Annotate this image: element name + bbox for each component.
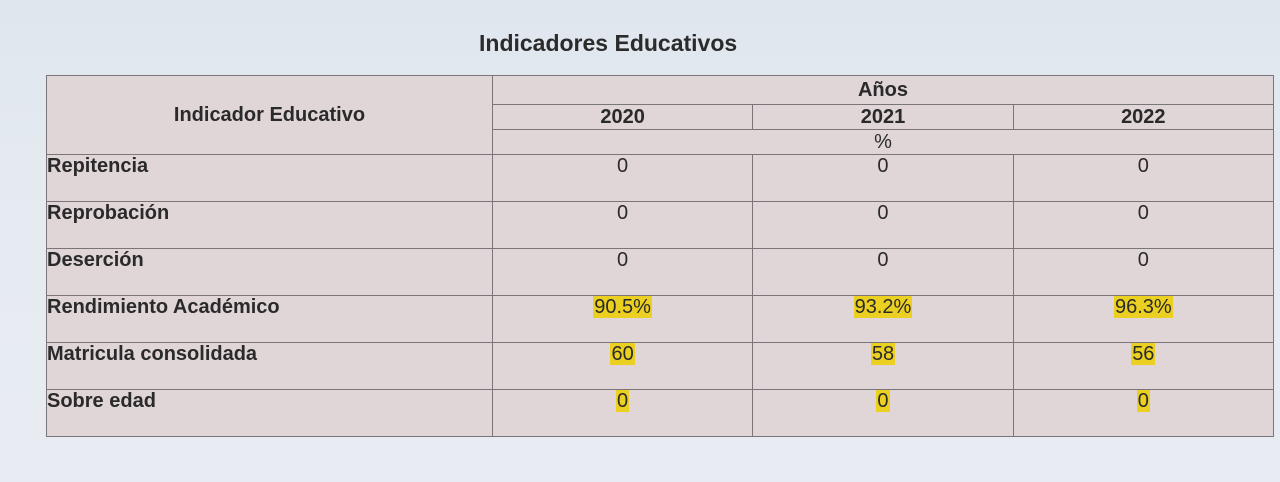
cell-value: 0: [877, 249, 889, 271]
cell-value: 0: [1137, 249, 1149, 271]
years-header: Años: [491, 75, 1275, 105]
table-cell: 0: [1012, 154, 1275, 202]
highlighted-value: 60: [610, 343, 635, 365]
highlighted-value: 56: [1131, 343, 1156, 365]
table-cell: 0: [752, 389, 1014, 437]
highlighted-value: 58: [870, 343, 896, 365]
table-cell: 96.3%: [1012, 295, 1275, 343]
table-row: Sobre edad 0 0 0: [46, 389, 1275, 437]
indicator-column-header: Indicador Educativo: [46, 75, 493, 155]
table-cell: 0: [752, 201, 1014, 249]
table-row: Matricula consolidada 60 58 56: [46, 342, 1275, 390]
row-label: Deserción: [46, 248, 493, 296]
table-cell: 0: [1012, 201, 1275, 249]
table-cell: 56: [1012, 342, 1275, 390]
row-label: Rendimiento Académico: [46, 295, 493, 343]
highlighted-value: 96.3%: [1113, 296, 1173, 318]
table-row: Deserción 0 0 0: [46, 248, 1275, 296]
indicators-table: Indicador Educativo Años 2020 2021 2022 …: [46, 75, 1275, 437]
table-cell: 58: [752, 342, 1014, 390]
table-cell: 0: [1012, 248, 1275, 296]
highlighted-value: 0: [616, 390, 630, 412]
cell-value: 0: [617, 202, 629, 224]
highlighted-value: 0: [1136, 390, 1150, 412]
cell-value: 0: [877, 155, 889, 177]
table-cell: 0: [1012, 389, 1275, 437]
year-header-2022: 2022: [1012, 104, 1275, 130]
cell-value: 0: [1137, 202, 1149, 224]
page-title: Indicadores Educativos: [479, 30, 738, 56]
unit-label: %: [491, 129, 1275, 155]
table-cell: 0: [752, 248, 1014, 296]
table-cell: 60: [491, 342, 754, 390]
cell-value: 0: [877, 202, 889, 224]
year-header-2020: 2020: [491, 104, 754, 130]
table-row: Reprobación 0 0 0: [46, 201, 1275, 249]
year-header-2021: 2021: [752, 104, 1014, 130]
table-cell: 90.5%: [491, 295, 754, 343]
cell-value: 0: [617, 155, 629, 177]
cell-value: 0: [1137, 155, 1149, 177]
row-label: Repitencia: [46, 154, 493, 202]
table-cell: 0: [491, 389, 754, 437]
cell-value: 0: [617, 249, 629, 271]
highlighted-value: 90.5%: [593, 296, 652, 318]
table-cell: 0: [752, 154, 1014, 202]
table-row: Repitencia 0 0 0: [46, 154, 1275, 202]
row-label: Reprobación: [46, 201, 493, 249]
table-cell: 0: [491, 201, 754, 249]
row-label: Matricula consolidada: [46, 342, 493, 390]
row-label: Sobre edad: [46, 389, 493, 437]
table-cell: 93.2%: [752, 295, 1014, 343]
table-cell: 0: [491, 154, 754, 202]
table-row: Rendimiento Académico 90.5% 93.2% 96.3%: [46, 295, 1275, 343]
highlighted-value: 0: [876, 390, 890, 412]
table-cell: 0: [491, 248, 754, 296]
highlighted-value: 93.2%: [853, 296, 913, 318]
